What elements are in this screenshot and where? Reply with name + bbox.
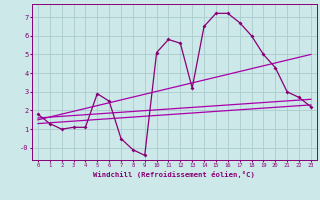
X-axis label: Windchill (Refroidissement éolien,°C): Windchill (Refroidissement éolien,°C): [93, 171, 255, 178]
